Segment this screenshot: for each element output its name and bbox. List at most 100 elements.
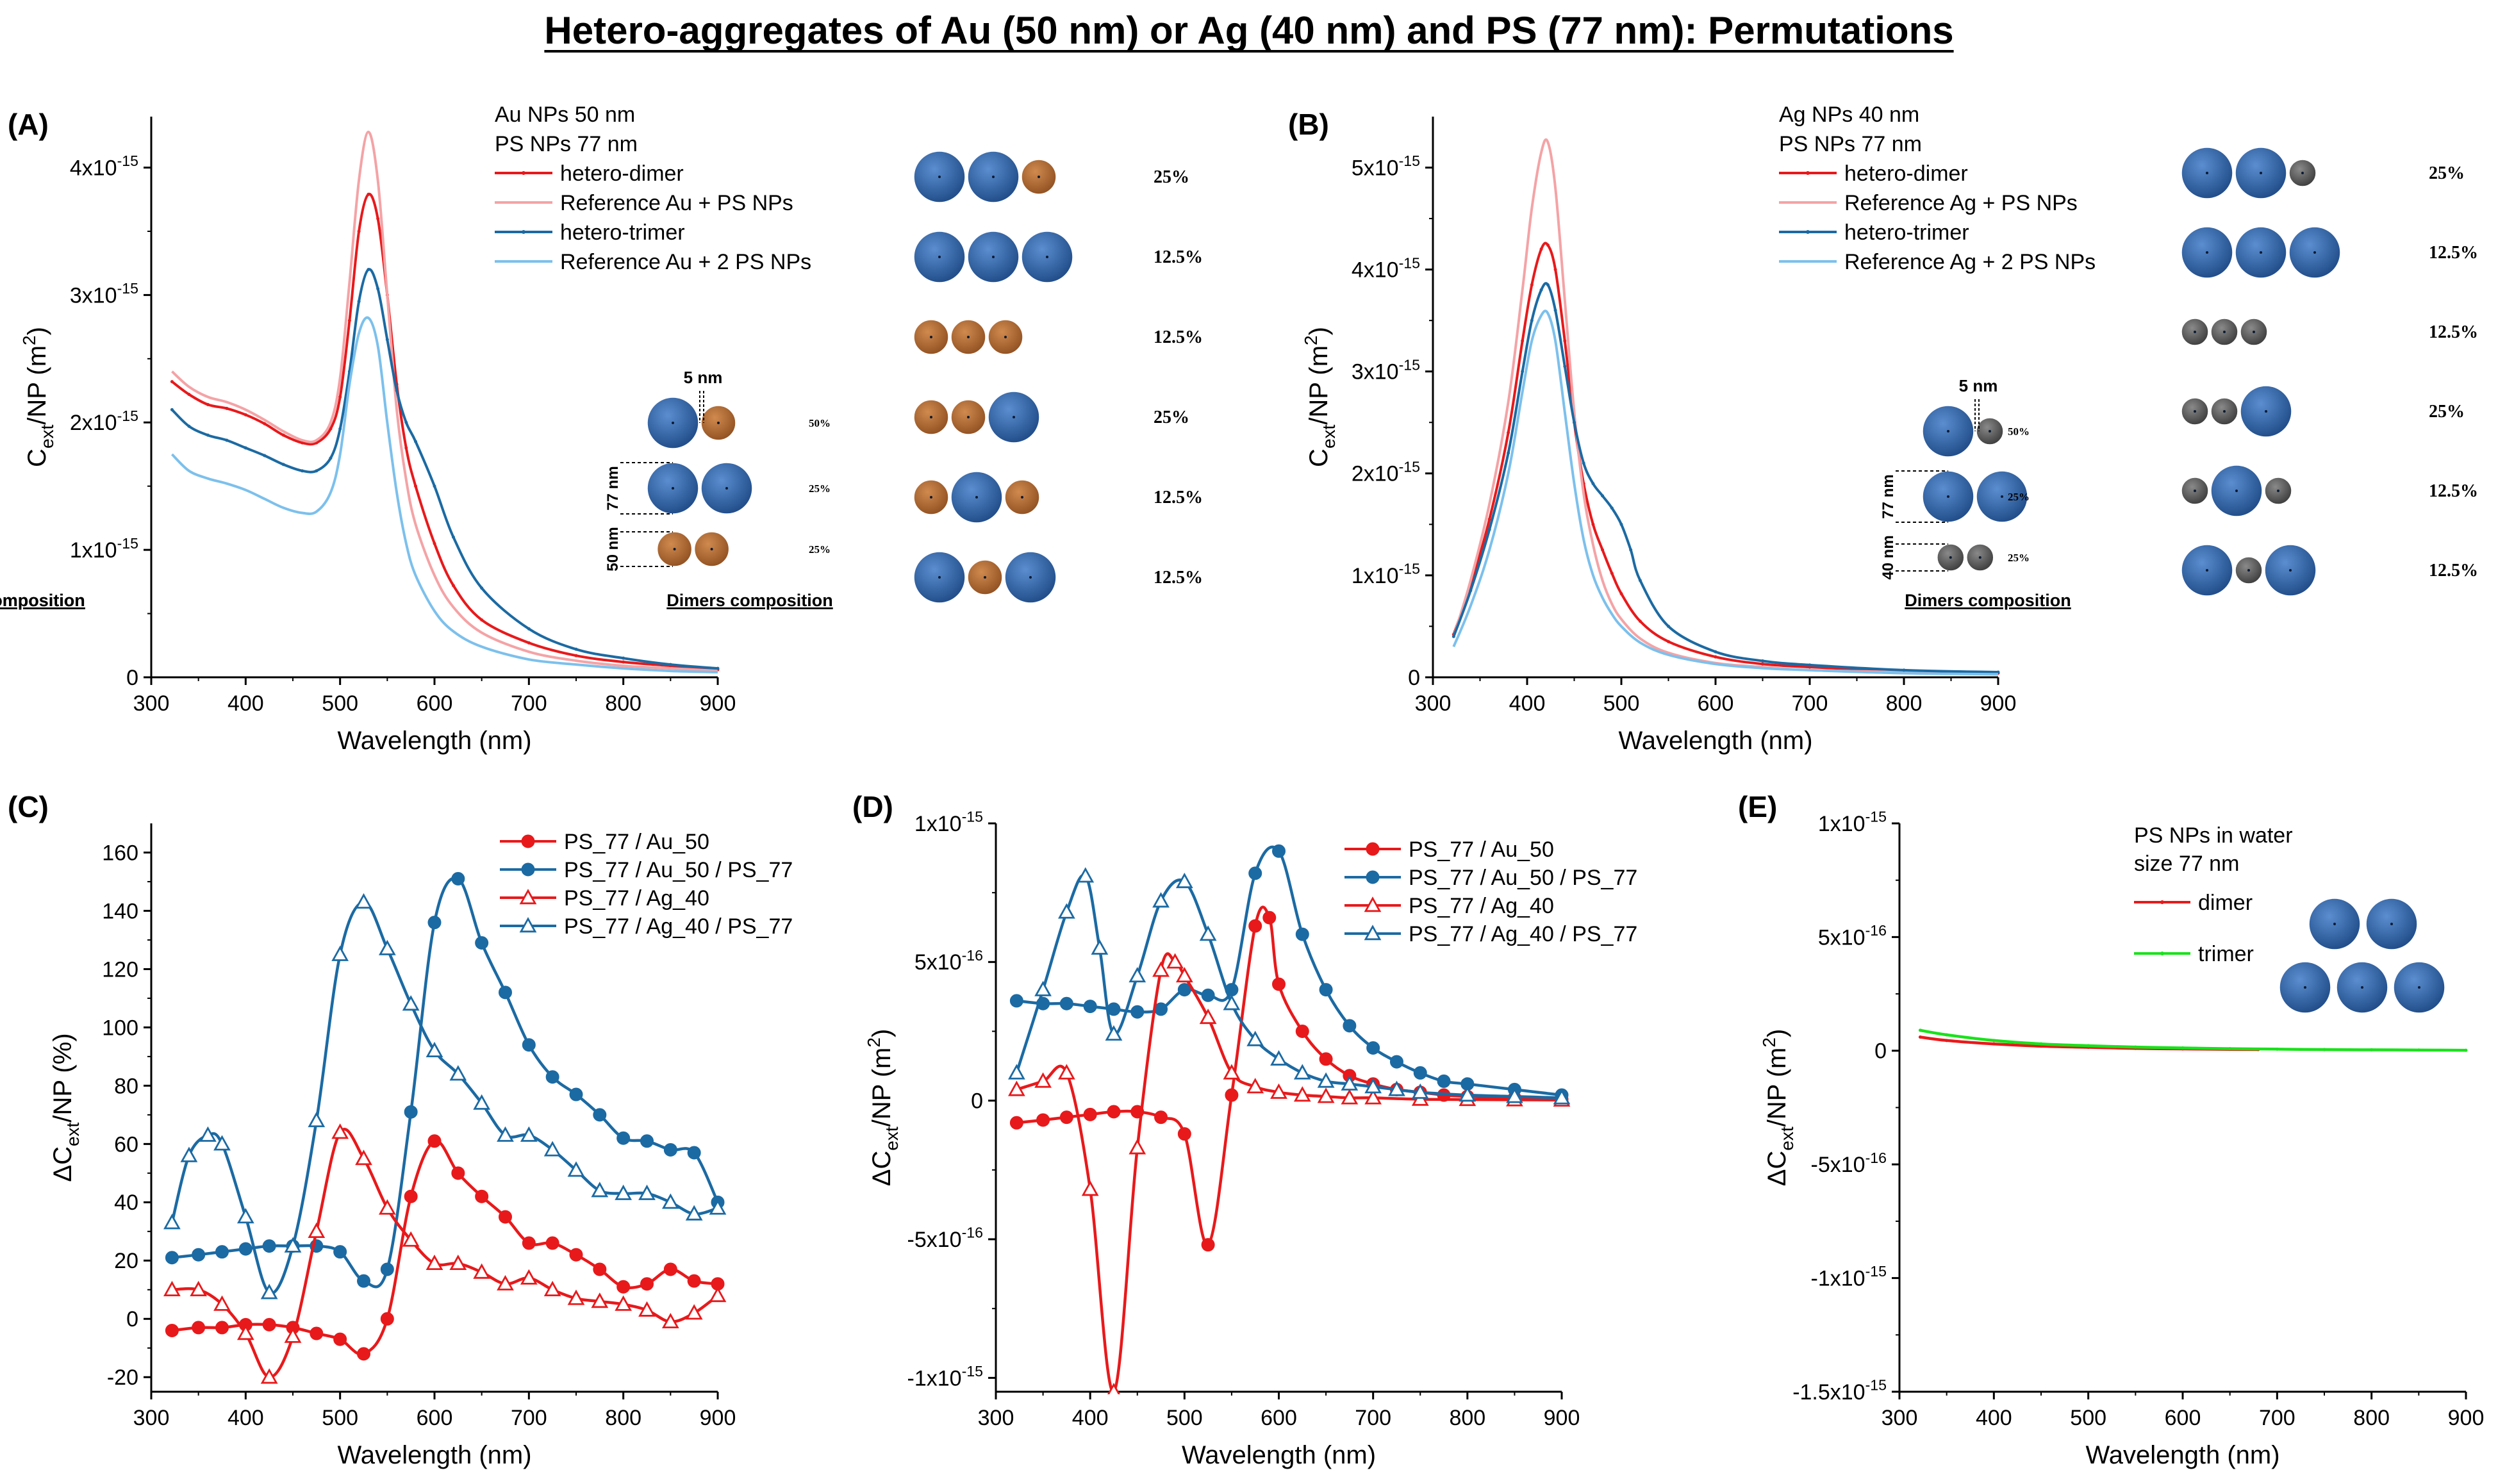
data-point xyxy=(567,1289,585,1305)
data-point xyxy=(376,217,380,220)
x-tick-label: 900 xyxy=(1980,691,2017,716)
y-tick-label: -1.5x10-15 xyxy=(1792,1377,1887,1405)
figure-title: Hetero-aggregates of Au (50 nm) or Ag (4… xyxy=(544,9,1953,52)
data-point xyxy=(1714,655,1717,659)
data-point xyxy=(1459,1086,1476,1102)
y-axis-label: ΔCext/NP (m2) xyxy=(1759,1029,1797,1187)
trimer-row: 25% xyxy=(2181,147,2465,199)
data-point xyxy=(1293,1086,1311,1102)
data-point xyxy=(1248,866,1262,880)
y-tick-label: 2x10-15 xyxy=(70,408,138,435)
data-point xyxy=(1945,1033,1949,1037)
data-point xyxy=(427,916,442,930)
sphere-center-dot xyxy=(673,548,676,550)
data-point xyxy=(1152,961,1170,977)
legend-label: dimer xyxy=(2198,891,2253,915)
data-point xyxy=(687,1146,701,1160)
legend-marker xyxy=(519,917,537,933)
legend-label: PS_77 / Au_50 / PS_77 xyxy=(1409,866,1637,890)
trimer-row: 12.5% xyxy=(913,319,1203,355)
series-line xyxy=(170,316,718,673)
data-point xyxy=(402,995,420,1011)
trimer-row: 12.5% xyxy=(913,551,1203,604)
data-point xyxy=(199,1126,217,1142)
trimers-caption: Trimers composition xyxy=(0,591,85,610)
data-point xyxy=(1992,1042,1996,1046)
data-point xyxy=(1553,308,1557,312)
panel-label: (E) xyxy=(1738,790,1777,823)
trimer-row: 12.5% xyxy=(913,231,1203,283)
legend-marker xyxy=(522,171,525,175)
data-point xyxy=(215,1245,229,1259)
data-point xyxy=(1034,980,1052,996)
sphere-center-dot xyxy=(2253,331,2255,333)
data-point xyxy=(1364,1078,1382,1094)
data-point xyxy=(165,1323,179,1337)
data-point xyxy=(1059,1110,1073,1125)
data-point xyxy=(215,1321,229,1335)
legend-marker xyxy=(2160,952,2164,955)
sphere-center-dot xyxy=(2418,986,2420,989)
data-point xyxy=(1638,579,1642,582)
data-point xyxy=(473,1263,491,1279)
data-point xyxy=(163,1280,181,1296)
data-point xyxy=(1411,1083,1429,1099)
legend-label: hetero-dimer xyxy=(1844,161,1968,186)
x-axis-label: Wavelength (nm) xyxy=(1618,727,1812,755)
data-point xyxy=(310,1326,324,1340)
data-point xyxy=(473,1094,491,1110)
data-point xyxy=(1293,1064,1311,1080)
data-point xyxy=(1175,967,1193,983)
data-point xyxy=(685,1205,703,1221)
data-point xyxy=(180,1146,198,1162)
x-tick-label: 900 xyxy=(700,1406,736,1430)
data-point xyxy=(522,1038,536,1052)
data-point xyxy=(622,660,625,664)
dimer-row: 25% xyxy=(1937,543,2030,572)
legend-label: trimer xyxy=(2198,942,2254,966)
data-point xyxy=(2228,1047,2232,1051)
data-point xyxy=(1452,634,1455,638)
data-point xyxy=(315,469,318,473)
data-point xyxy=(281,433,285,437)
sphere-center-dot xyxy=(975,496,978,499)
data-point xyxy=(1225,1088,1239,1102)
y-tick-label: 4x10-15 xyxy=(1352,254,1420,282)
sphere-center-dot xyxy=(938,576,941,579)
y-tick-label: 0 xyxy=(1874,1039,1887,1064)
x-tick-label: 900 xyxy=(700,691,736,716)
x-tick-label: 300 xyxy=(1415,691,1452,716)
legend-label: PS_77 / Ag_40 xyxy=(1409,894,1554,918)
data-point xyxy=(1007,1064,1025,1080)
sphere-center-dot xyxy=(2289,569,2292,572)
legend: Au NPs 50 nm PS NPs 77 nm hetero-dimer Refe… xyxy=(495,103,811,274)
data-point xyxy=(1152,892,1170,908)
data-point xyxy=(1389,1055,1403,1069)
data-point xyxy=(574,647,578,651)
legend-marker xyxy=(521,862,535,877)
data-point xyxy=(451,535,455,539)
y-tick-label: 60 xyxy=(114,1132,138,1157)
legend-label: Reference Ag + 2 PS NPs xyxy=(1844,250,2096,274)
data-point xyxy=(1507,451,1510,455)
data-point xyxy=(1223,994,1241,1010)
ps-size-label: 77 nm xyxy=(604,466,622,510)
series-3 xyxy=(1007,867,1571,1105)
data-point xyxy=(206,402,210,406)
data-point xyxy=(1539,247,1543,251)
sphere-center-dot xyxy=(2206,172,2208,174)
sphere-center-dot xyxy=(1029,576,1032,579)
trimer-percentage: 12.5% xyxy=(2429,561,2478,581)
data-point xyxy=(522,1236,536,1250)
trimer-percentage: 25% xyxy=(2429,163,2465,183)
data-point xyxy=(395,389,399,393)
data-point xyxy=(497,1126,514,1142)
dimer-row: 50% xyxy=(647,397,831,449)
sphere-center-dot xyxy=(2247,569,2250,572)
data-point xyxy=(170,380,174,384)
data-point xyxy=(187,424,191,428)
data-point xyxy=(192,1248,206,1262)
data-point xyxy=(1366,1041,1380,1055)
data-point xyxy=(1107,1105,1121,1119)
data-point xyxy=(347,318,351,322)
